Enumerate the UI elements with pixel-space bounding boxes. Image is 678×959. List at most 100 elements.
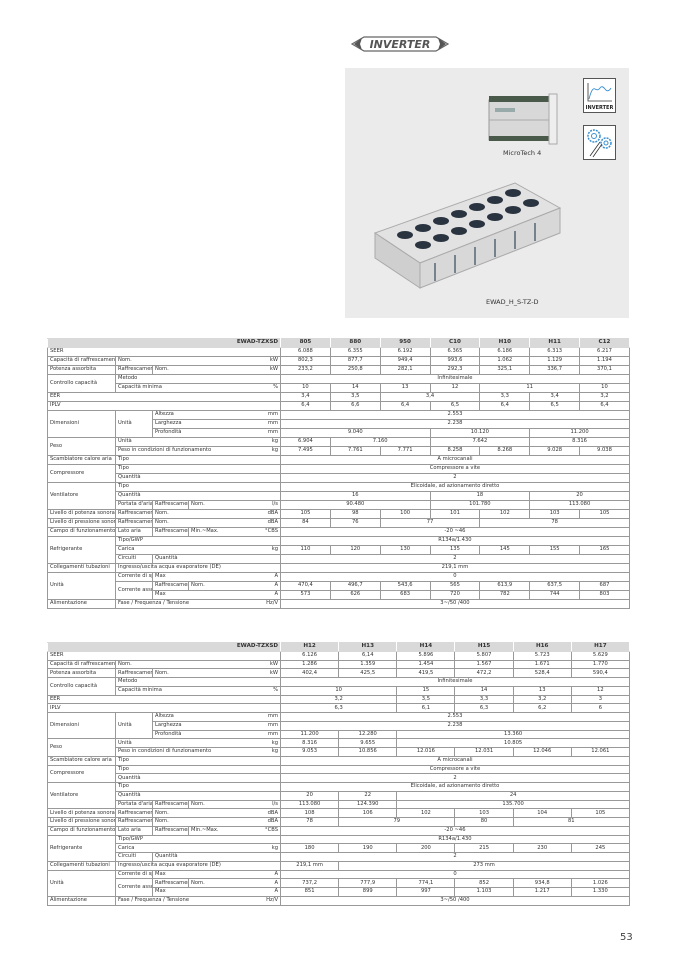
row-label: Unità: [115, 711, 153, 740]
table-row: Refrigerante Tipo/GWP R134a/1.430: [47, 834, 630, 862]
table-row: Corrente assorbitaRaffrescamentoNom.A470…: [48, 581, 630, 600]
spec-table-2: EWAD-TZXSD H12 H13 H14 H15 H16 H17 SEER 6.126 6,1…: [47, 642, 630, 906]
value-cell: 200: [396, 843, 456, 853]
value-cell: 12.061: [570, 747, 630, 757]
row-label: Livello di pressione sonora: [47, 518, 116, 528]
row-label: Ingresso/uscita acqua evaporatore (DE): [115, 860, 263, 871]
unit-cell: [262, 401, 281, 411]
value-cell: 1.286: [279, 659, 340, 670]
value-cell: 472,2: [454, 668, 514, 678]
page-number: 53: [620, 932, 633, 943]
table-row: Refrigerante Tipo/GWP R134a/1.430: [47, 536, 630, 564]
row-label: Livello di potenza sonora: [47, 509, 116, 519]
table-row: Livello di potenza sonoraRaffrescamentoN…: [47, 509, 630, 519]
table-row: Circuiti Quantità 2: [48, 852, 630, 862]
value-cell: 3~/50 /400: [280, 599, 630, 609]
value-cell: 7.495: [280, 446, 331, 456]
value-cell: A microcanali: [280, 455, 630, 465]
value-cell: 6.355: [329, 347, 381, 357]
value-cell: 81: [512, 817, 630, 827]
value-cell: 0: [280, 869, 630, 880]
unit-cell: kg: [262, 545, 281, 555]
row-label: Metodo: [115, 374, 263, 384]
value-cell: 8.268: [479, 446, 531, 456]
unit-cell: °CBS: [262, 825, 281, 836]
row-label: Circuiti: [115, 852, 153, 862]
value-cell: 3,5: [329, 392, 381, 402]
value-cell: 613,9: [479, 581, 531, 591]
value-cell: 3: [570, 694, 630, 705]
value-cell: 7.642: [429, 437, 531, 447]
unit-cell: dBA: [262, 518, 281, 528]
unit-cell: kW: [262, 668, 281, 678]
gears-wrench-icon: [583, 125, 616, 160]
row-label: Portata d'aria: [115, 799, 153, 810]
value-cell: 774,1: [396, 878, 456, 888]
row-label: Fase / Frequenza / Tensione: [115, 895, 263, 906]
row-label: Capacità minima: [115, 685, 263, 696]
row-label: Nom.: [188, 500, 263, 510]
value-cell: Infinitesimale: [280, 677, 630, 687]
value-cell: 877,7: [329, 356, 381, 366]
value-cell: 687: [579, 581, 630, 591]
table-row: Collegamenti tubazioni Ingresso/uscita ac…: [47, 860, 630, 871]
model-header: H15: [454, 642, 514, 652]
row-label: Raffrescamento: [115, 668, 153, 678]
unit-cell: mm: [262, 419, 281, 429]
value-cell: 402,4: [279, 668, 340, 678]
table-row: SEER 6.126 6,14 5.896 5.807 5.723 5.629: [47, 650, 630, 661]
value-cell: 1.103: [454, 887, 514, 897]
unit-cell: A: [262, 869, 281, 880]
value-cell: 10: [280, 383, 331, 393]
value-cell: 120: [329, 545, 381, 555]
row-label: Metodo: [115, 677, 263, 687]
row-label: Campo di funzionamento: [47, 825, 116, 836]
value-cell: 135.700: [396, 799, 630, 810]
unit-cell: l/s: [262, 799, 281, 810]
value-cell: 15: [396, 685, 456, 696]
value-cell: 626: [329, 590, 381, 600]
value-cell: 10.805: [396, 738, 630, 748]
value-cell: 5.896: [396, 650, 456, 661]
value-cell: 6,4: [579, 401, 630, 411]
table-row: Quantità 16 18 20: [48, 491, 630, 501]
row-label: Larghezza: [152, 720, 263, 731]
row-label: SEER: [47, 347, 263, 357]
value-cell: 720: [429, 590, 481, 600]
value-cell: 113.080: [529, 500, 630, 510]
value-cell: 1.567: [454, 659, 514, 670]
table-row: Capacità minima% 10 14 13 12 11 10: [48, 383, 630, 393]
table-row: Campo di funzionamento Lato aria Raffresca…: [47, 527, 630, 537]
value-cell: 1.062: [479, 356, 531, 366]
value-cell: 744: [529, 590, 581, 600]
value-cell: 528,4: [512, 668, 572, 678]
model-header: C12: [579, 338, 630, 348]
unit-cell: [262, 677, 281, 687]
chiller-unit-image: [373, 182, 562, 289]
table-row: Capacità di raffrescamento Nom. kW 1.286 1.3…: [47, 659, 630, 670]
value-cell: 1.129: [529, 356, 581, 366]
row-label: Max: [152, 869, 263, 880]
value-cell: 273 mm: [338, 860, 630, 871]
row-label: IPLV: [47, 401, 263, 411]
row-label: Controllo capacità: [47, 677, 116, 696]
value-cell: 3,3: [454, 694, 514, 705]
model-header: H10: [479, 338, 531, 348]
row-label: Nom.: [115, 659, 263, 670]
table-row: Profondità mm 11.200 12.280 13.360: [48, 729, 630, 740]
value-cell: 80: [454, 817, 514, 827]
unit-cell: kg: [262, 446, 281, 456]
table-row: IPLV 6,4 6,6 6,4 6,5 6,4 6,5 6,4: [47, 401, 630, 411]
value-cell: 9.040: [280, 428, 431, 438]
value-cell: 77: [379, 518, 481, 528]
value-cell: A microcanali: [280, 755, 630, 766]
row-label: Profondità: [152, 428, 263, 438]
value-cell: 3,4: [529, 392, 581, 402]
row-label: Tipo/GWP: [115, 834, 263, 845]
row-label: EER: [47, 694, 263, 705]
value-cell: 899: [338, 887, 398, 897]
value-cell: 6,14: [338, 650, 398, 661]
value-cell: 6,5: [429, 401, 481, 411]
unit-cell: Hz/V: [262, 895, 281, 906]
row-label: Max: [152, 572, 263, 582]
